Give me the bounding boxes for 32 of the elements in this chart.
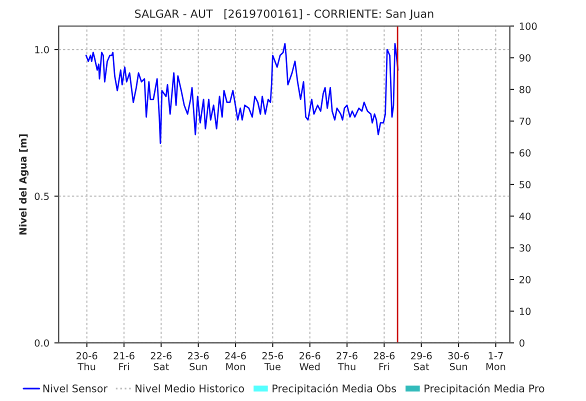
x-tick-label: 26-6 Wed <box>300 352 320 370</box>
legend-label: Precipitación Media Pro <box>424 384 544 394</box>
y-tick-label: 0.5 <box>34 192 49 200</box>
x-tick-label: 20-6 Thu <box>76 352 98 370</box>
y-tick-label: 0.0 <box>34 339 49 347</box>
y2-tick-label: 70 <box>520 118 531 125</box>
y2-tick-label: 40 <box>519 212 531 220</box>
x-tick-label: 30-6 Sun <box>448 352 469 370</box>
x-tick-label: 1-7 Mon <box>486 352 506 370</box>
y-tick-label: 1.0 <box>35 46 49 54</box>
x-tick-label: 27-6 Thu <box>336 352 358 370</box>
y2-tick-label: 30 <box>520 244 531 252</box>
x-tick-label: 28-6 Fri <box>374 352 395 370</box>
x-tick-label: 21-6 Fri <box>114 352 134 370</box>
y2-tick-label: 0 <box>519 339 524 347</box>
x-tick-label: 24-6 Mon <box>225 352 246 370</box>
y2-tick-label: 90 <box>519 54 531 62</box>
legend-label: Nivel Sensor <box>43 384 108 392</box>
x-tick-label: 25-6 Tue <box>262 352 284 370</box>
y2-tick-label: 50 <box>520 180 531 188</box>
legend-label: Precipitación Media Obs <box>272 384 396 394</box>
y2-tick-label: 20 <box>520 276 531 284</box>
x-tick-label: 29-6 Sat <box>411 352 432 370</box>
y2-tick-label: 80 <box>520 86 531 94</box>
x-tick-label: 22-6 Sat <box>150 352 172 370</box>
y2-tick-label: 60 <box>520 149 531 157</box>
y-axis-title: Nivel del Agua [m] <box>19 134 29 234</box>
legend-label: Nivel Medio Historico <box>136 384 244 392</box>
chart-title: SALGAR - AUT [2619700161] - CORRIENTE: San Juan <box>135 9 434 20</box>
y2-tick-label: 10 <box>520 308 531 316</box>
x-tick-label: 23-6 Sun <box>188 352 209 370</box>
y2-tick-label: 100 <box>520 22 537 30</box>
